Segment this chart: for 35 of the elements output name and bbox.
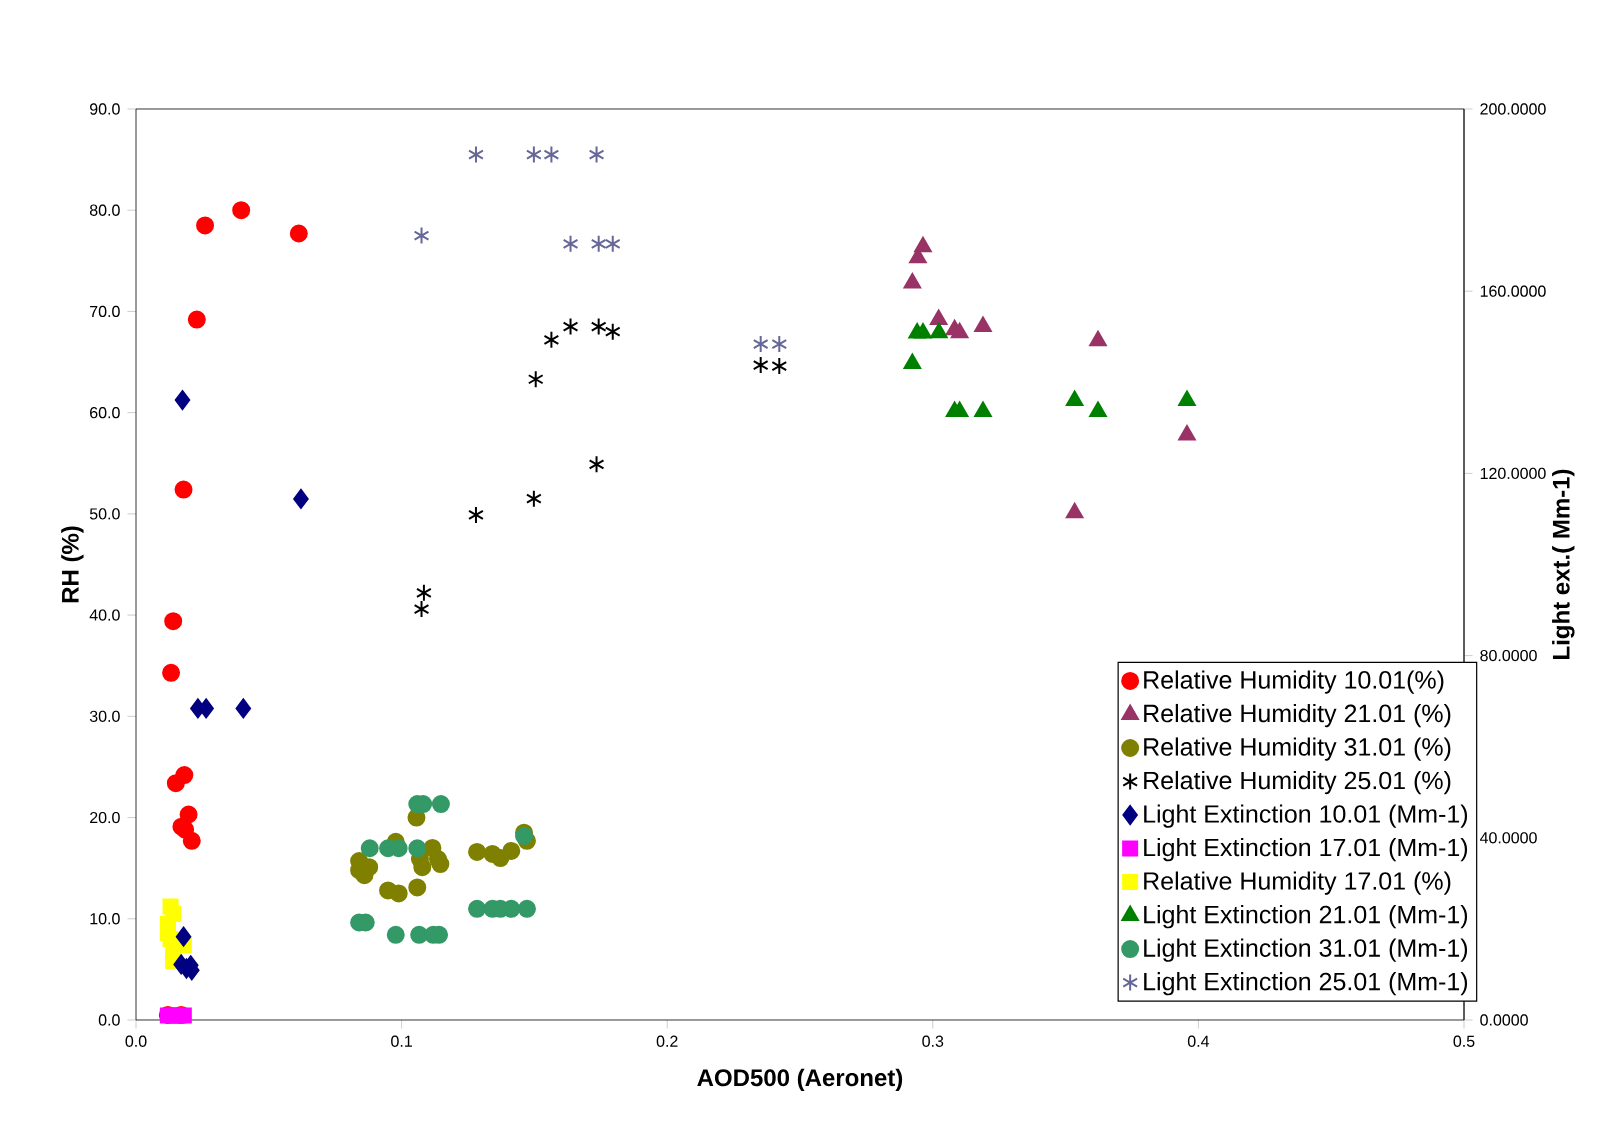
y2-tick-label: 40.0000 [1479,832,1537,844]
y2-tick-label: 160.0000 [1480,285,1546,297]
legend-label: Light Extinction 31.01 (Mm-1) [1144,938,1468,962]
y2-axis-title: Light ext.( Mm-1) [1552,469,1575,659]
y-tick-label: 60.0 [90,407,120,419]
legend-label: Light Extinction 25.01 (Mm-1) [1144,972,1468,996]
y-tick-label: 80.0 [89,204,120,216]
x-tick-label: 0.3 [922,1035,944,1047]
y2-tick-label: 200.0000 [1480,103,1546,115]
x-axis-title: AOD500 (Aeronet) [697,1068,903,1092]
legend-label: Light Extinction 21.01 (Mm-1) [1144,905,1468,929]
legend-label: Light Extinction 17.01 (Mm-1) [1144,837,1468,862]
x-tick-label: 0.0 [125,1035,147,1047]
legend-label: Relative Humidity 17.01 (%) [1144,871,1451,895]
y-tick-label: 70.0 [90,305,120,318]
y2-tick-label: 0.0000 [1480,1014,1528,1026]
y-tick-label: 0.0 [98,1014,120,1026]
y-tick-label: 30.0 [89,710,120,722]
x-tick-label: 0.2 [656,1035,678,1047]
x-tick-label: 0.4 [1187,1035,1210,1047]
y-tick-label: 10.0 [90,913,120,925]
x-tick-label: 0.1 [391,1035,412,1047]
y-tick-label: 90.0 [90,103,120,115]
x-tick-label: 0.5 [1453,1035,1475,1047]
legend-label: Relative Humidity 10.01(%) [1144,670,1444,694]
legend-label: Relative Humidity 25.01 (%) [1144,770,1451,795]
legend-label: Relative Humidity 31.01 (%) [1144,737,1451,761]
y-axis-title: RH (%) [61,526,84,603]
legend-label: Relative Humidity 21.01 (%) [1144,703,1451,728]
legend-label: Light Extinction 10.01 (Mm-1) [1144,804,1468,828]
y-tick-label: 50.0 [89,508,120,520]
y2-tick-label: 80.0000 [1480,649,1537,662]
y-tick-label: 20.0 [90,811,120,824]
y2-tick-label: 120.0000 [1480,467,1546,480]
y-tick-label: 40.0 [89,609,120,621]
